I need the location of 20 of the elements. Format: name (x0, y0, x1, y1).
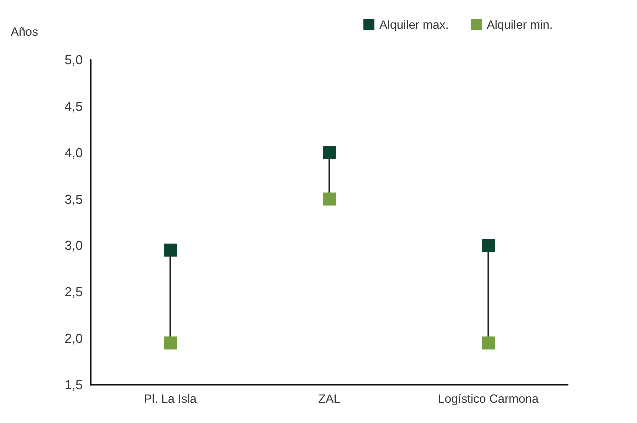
y-tick-label: 1,5 (64, 378, 83, 392)
point (482, 239, 495, 252)
y-tick-label: 3,5 (64, 192, 83, 207)
y-tick-label: 4,0 (64, 145, 83, 160)
point (164, 244, 177, 257)
x-tick-label: Logístico Carmona (438, 392, 540, 406)
x-tick-label: Pl. La Isla (144, 392, 198, 406)
x-tick-label: ZAL (318, 392, 341, 406)
y-tick-label: 4,5 (64, 98, 83, 114)
legend-label: Alquiler min. (486, 18, 554, 32)
legend-label: Alquiler max. (380, 18, 449, 32)
point (164, 336, 177, 350)
y-tick-label: 3,0 (64, 238, 83, 254)
y-tick-label: 5,0 (64, 52, 83, 68)
y-tick-label: 2,0 (64, 331, 83, 346)
y-axis-title: Años (11, 25, 38, 39)
point (482, 336, 495, 350)
point (323, 146, 336, 160)
point (323, 192, 336, 206)
y-tick-label: 2,5 (64, 284, 83, 300)
